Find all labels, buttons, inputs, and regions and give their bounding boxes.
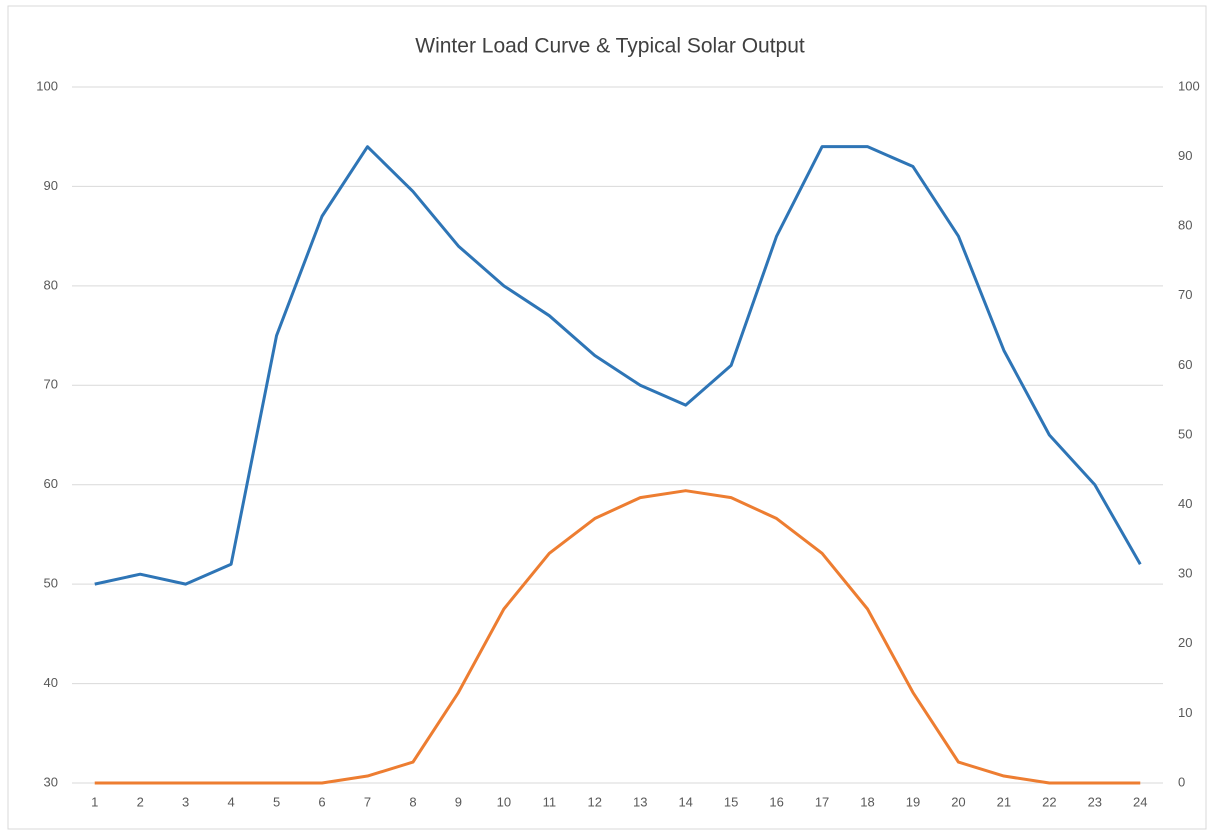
y-tick-label: 30: [44, 774, 58, 789]
y2-tick-label: 60: [1178, 357, 1192, 372]
x-tick-label: 21: [997, 794, 1011, 809]
x-tick-label: 14: [678, 794, 692, 809]
y2-tick-label: 90: [1178, 148, 1192, 163]
x-tick-label: 1: [91, 794, 98, 809]
x-tick-label: 19: [906, 794, 920, 809]
x-tick-label: 17: [815, 794, 829, 809]
x-tick-label: 22: [1042, 794, 1056, 809]
y2-tick-label: 0: [1178, 774, 1185, 789]
y2-tick-label: 80: [1178, 218, 1192, 233]
y-tick-label: 90: [44, 178, 58, 193]
y2-tick-label: 30: [1178, 566, 1192, 581]
x-tick-label: 15: [724, 794, 738, 809]
chart-border: [7, 5, 1207, 830]
x-tick-label: 3: [182, 794, 189, 809]
x-tick-label: 16: [769, 794, 783, 809]
y-tick-label: 100: [36, 78, 58, 93]
series-line: [94, 489, 1141, 785]
y2-tick-label: 50: [1178, 426, 1192, 441]
series-line: [94, 145, 1142, 586]
x-tick-label: 7: [364, 794, 371, 809]
y2-tick-label: 20: [1178, 635, 1192, 650]
x-tick-label: 9: [455, 794, 462, 809]
x-tick-label: 2: [137, 794, 144, 809]
y2-tick-label: 40: [1178, 496, 1192, 511]
x-tick-label: 8: [409, 794, 416, 809]
x-tick-label: 5: [273, 794, 280, 809]
x-tick-label: 10: [497, 794, 511, 809]
x-tick-label: 12: [588, 794, 602, 809]
x-tick-label: 24: [1133, 794, 1147, 809]
x-tick-label: 23: [1088, 794, 1102, 809]
y-tick-label: 60: [44, 476, 58, 491]
y-tick-label: 50: [44, 576, 58, 591]
chart-title: Winter Load Curve & Typical Solar Output: [415, 35, 805, 58]
y-tick-label: 40: [44, 675, 58, 690]
y2-tick-label: 70: [1178, 287, 1192, 302]
y-tick-label: 80: [44, 277, 58, 292]
x-tick-label: 20: [951, 794, 965, 809]
y2-tick-label: 100: [1178, 78, 1200, 93]
x-tick-label: 6: [318, 794, 325, 809]
x-tick-label: 18: [860, 794, 874, 809]
y2-tick-label: 10: [1178, 705, 1192, 720]
x-tick-label: 11: [543, 794, 557, 809]
x-tick-label: 4: [227, 794, 234, 809]
y-tick-label: 70: [44, 377, 58, 392]
x-tick-label: 13: [633, 794, 647, 809]
